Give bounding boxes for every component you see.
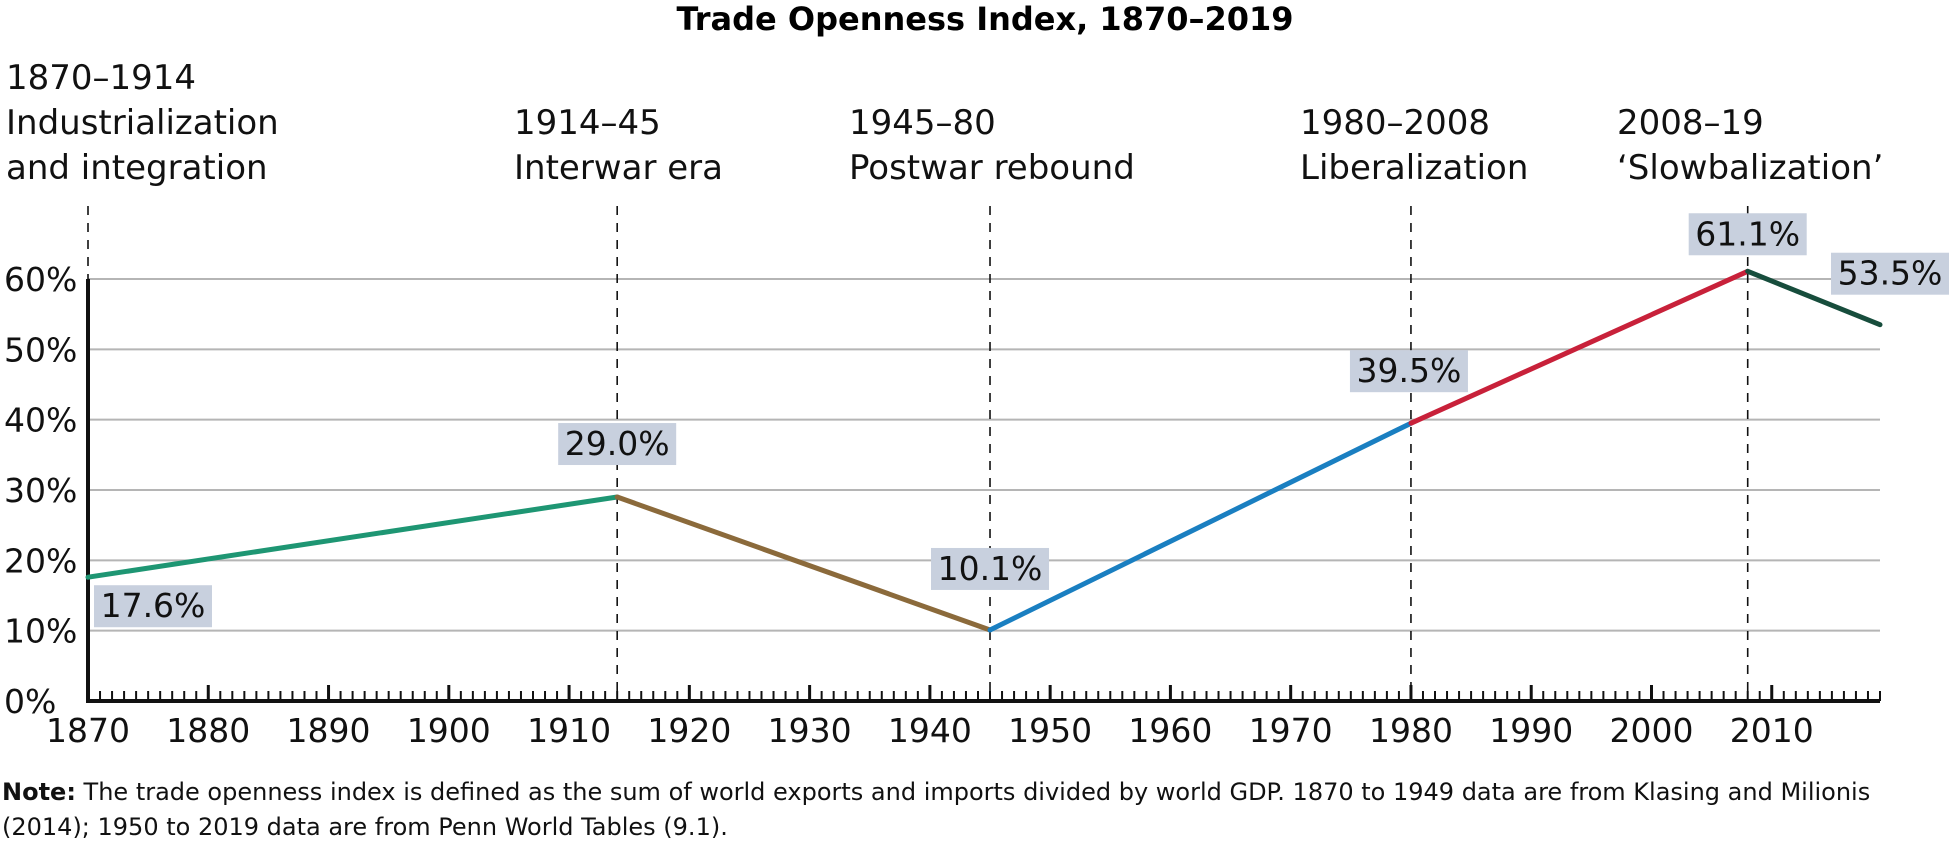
y-tick-label: 60%: [4, 260, 77, 299]
x-tick-label: 1940: [888, 711, 972, 750]
x-tick-label: 1930: [768, 711, 852, 750]
data-label-box: [1831, 252, 1949, 295]
x-tick-label: 1980: [1369, 711, 1453, 750]
x-tick-label: 1880: [166, 711, 250, 750]
x-tick-label: 1990: [1489, 711, 1573, 750]
note-label: Note:: [2, 778, 76, 806]
x-tick-label: 2010: [1730, 711, 1814, 750]
series-line-2: [614, 494, 993, 633]
data-label: 39.5%: [1357, 351, 1462, 390]
data-label-box: [1688, 213, 1807, 256]
data-labels: 17.6% 29.0% 10.1% 39.5% 61.1% 53.5%: [94, 213, 1949, 628]
x-tick-label: 1910: [527, 711, 611, 750]
x-tick-label: 1900: [407, 711, 491, 750]
series-lines: [85, 268, 1883, 633]
data-label: 17.6%: [101, 586, 206, 625]
data-label: 10.1%: [938, 549, 1043, 588]
data-label-box: [94, 585, 212, 628]
era-name: Interwar era: [514, 148, 723, 188]
series-line-3: [987, 420, 1414, 633]
x-tick-label: 1920: [647, 711, 731, 750]
era-name: Postwar rebound: [849, 148, 1135, 188]
era-period: 1980–2008: [1300, 103, 1490, 143]
x-tick-label: 1870: [46, 711, 130, 750]
trade-openness-chart: Trade Openness Index, 1870–2019 1870–191…: [4, 0, 1949, 750]
data-label: 53.5%: [1838, 254, 1943, 293]
data-label-box: [931, 547, 1050, 590]
chart-title: Trade Openness Index, 1870–2019: [676, 0, 1293, 38]
data-label-box: [1349, 350, 1468, 393]
y-tick-label: 50%: [4, 330, 77, 369]
y-tick-label: 40%: [4, 401, 77, 440]
x-tick-label: 2000: [1609, 711, 1693, 750]
era-period: 1870–1914: [6, 58, 196, 98]
series-line-4: [1408, 268, 1751, 426]
era-period: 2008–19: [1617, 103, 1764, 143]
series-line-5: [1745, 268, 1883, 328]
data-label: 61.1%: [1695, 214, 1800, 253]
x-tick-label: 1960: [1128, 711, 1212, 750]
note-text: The trade openness index is defined as t…: [2, 778, 1871, 841]
y-tick-label: 0%: [4, 682, 56, 721]
era-period: 1914–45: [514, 103, 661, 143]
series-line-1: [85, 494, 620, 580]
axes: 0% 10% 20% 30% 40% 50% 60% 1870 1880 1890 1900 1910…: [4, 260, 1881, 750]
y-tick-label: 20%: [4, 541, 77, 580]
data-label: 29.0%: [565, 424, 670, 463]
era-annotations: 1870–1914 Industrialization and integratio…: [6, 58, 1883, 701]
era-period: 1945–80: [849, 103, 996, 143]
chart-note: Note: The trade openness index is define…: [2, 775, 1902, 845]
era-name-line2: and integration: [6, 148, 268, 188]
grid-lines: [88, 278, 1880, 632]
y-tick-label: 10%: [4, 612, 77, 651]
x-tick-label: 1890: [287, 711, 371, 750]
era-name: ‘Slowbalization’: [1617, 148, 1883, 188]
data-label-box: [558, 423, 677, 466]
era-name: Industrialization: [6, 103, 279, 143]
era-name: Liberalization: [1300, 148, 1528, 188]
x-tick-label: 1970: [1249, 711, 1333, 750]
y-tick-label: 30%: [4, 471, 77, 510]
x-tick-label: 1950: [1008, 711, 1092, 750]
